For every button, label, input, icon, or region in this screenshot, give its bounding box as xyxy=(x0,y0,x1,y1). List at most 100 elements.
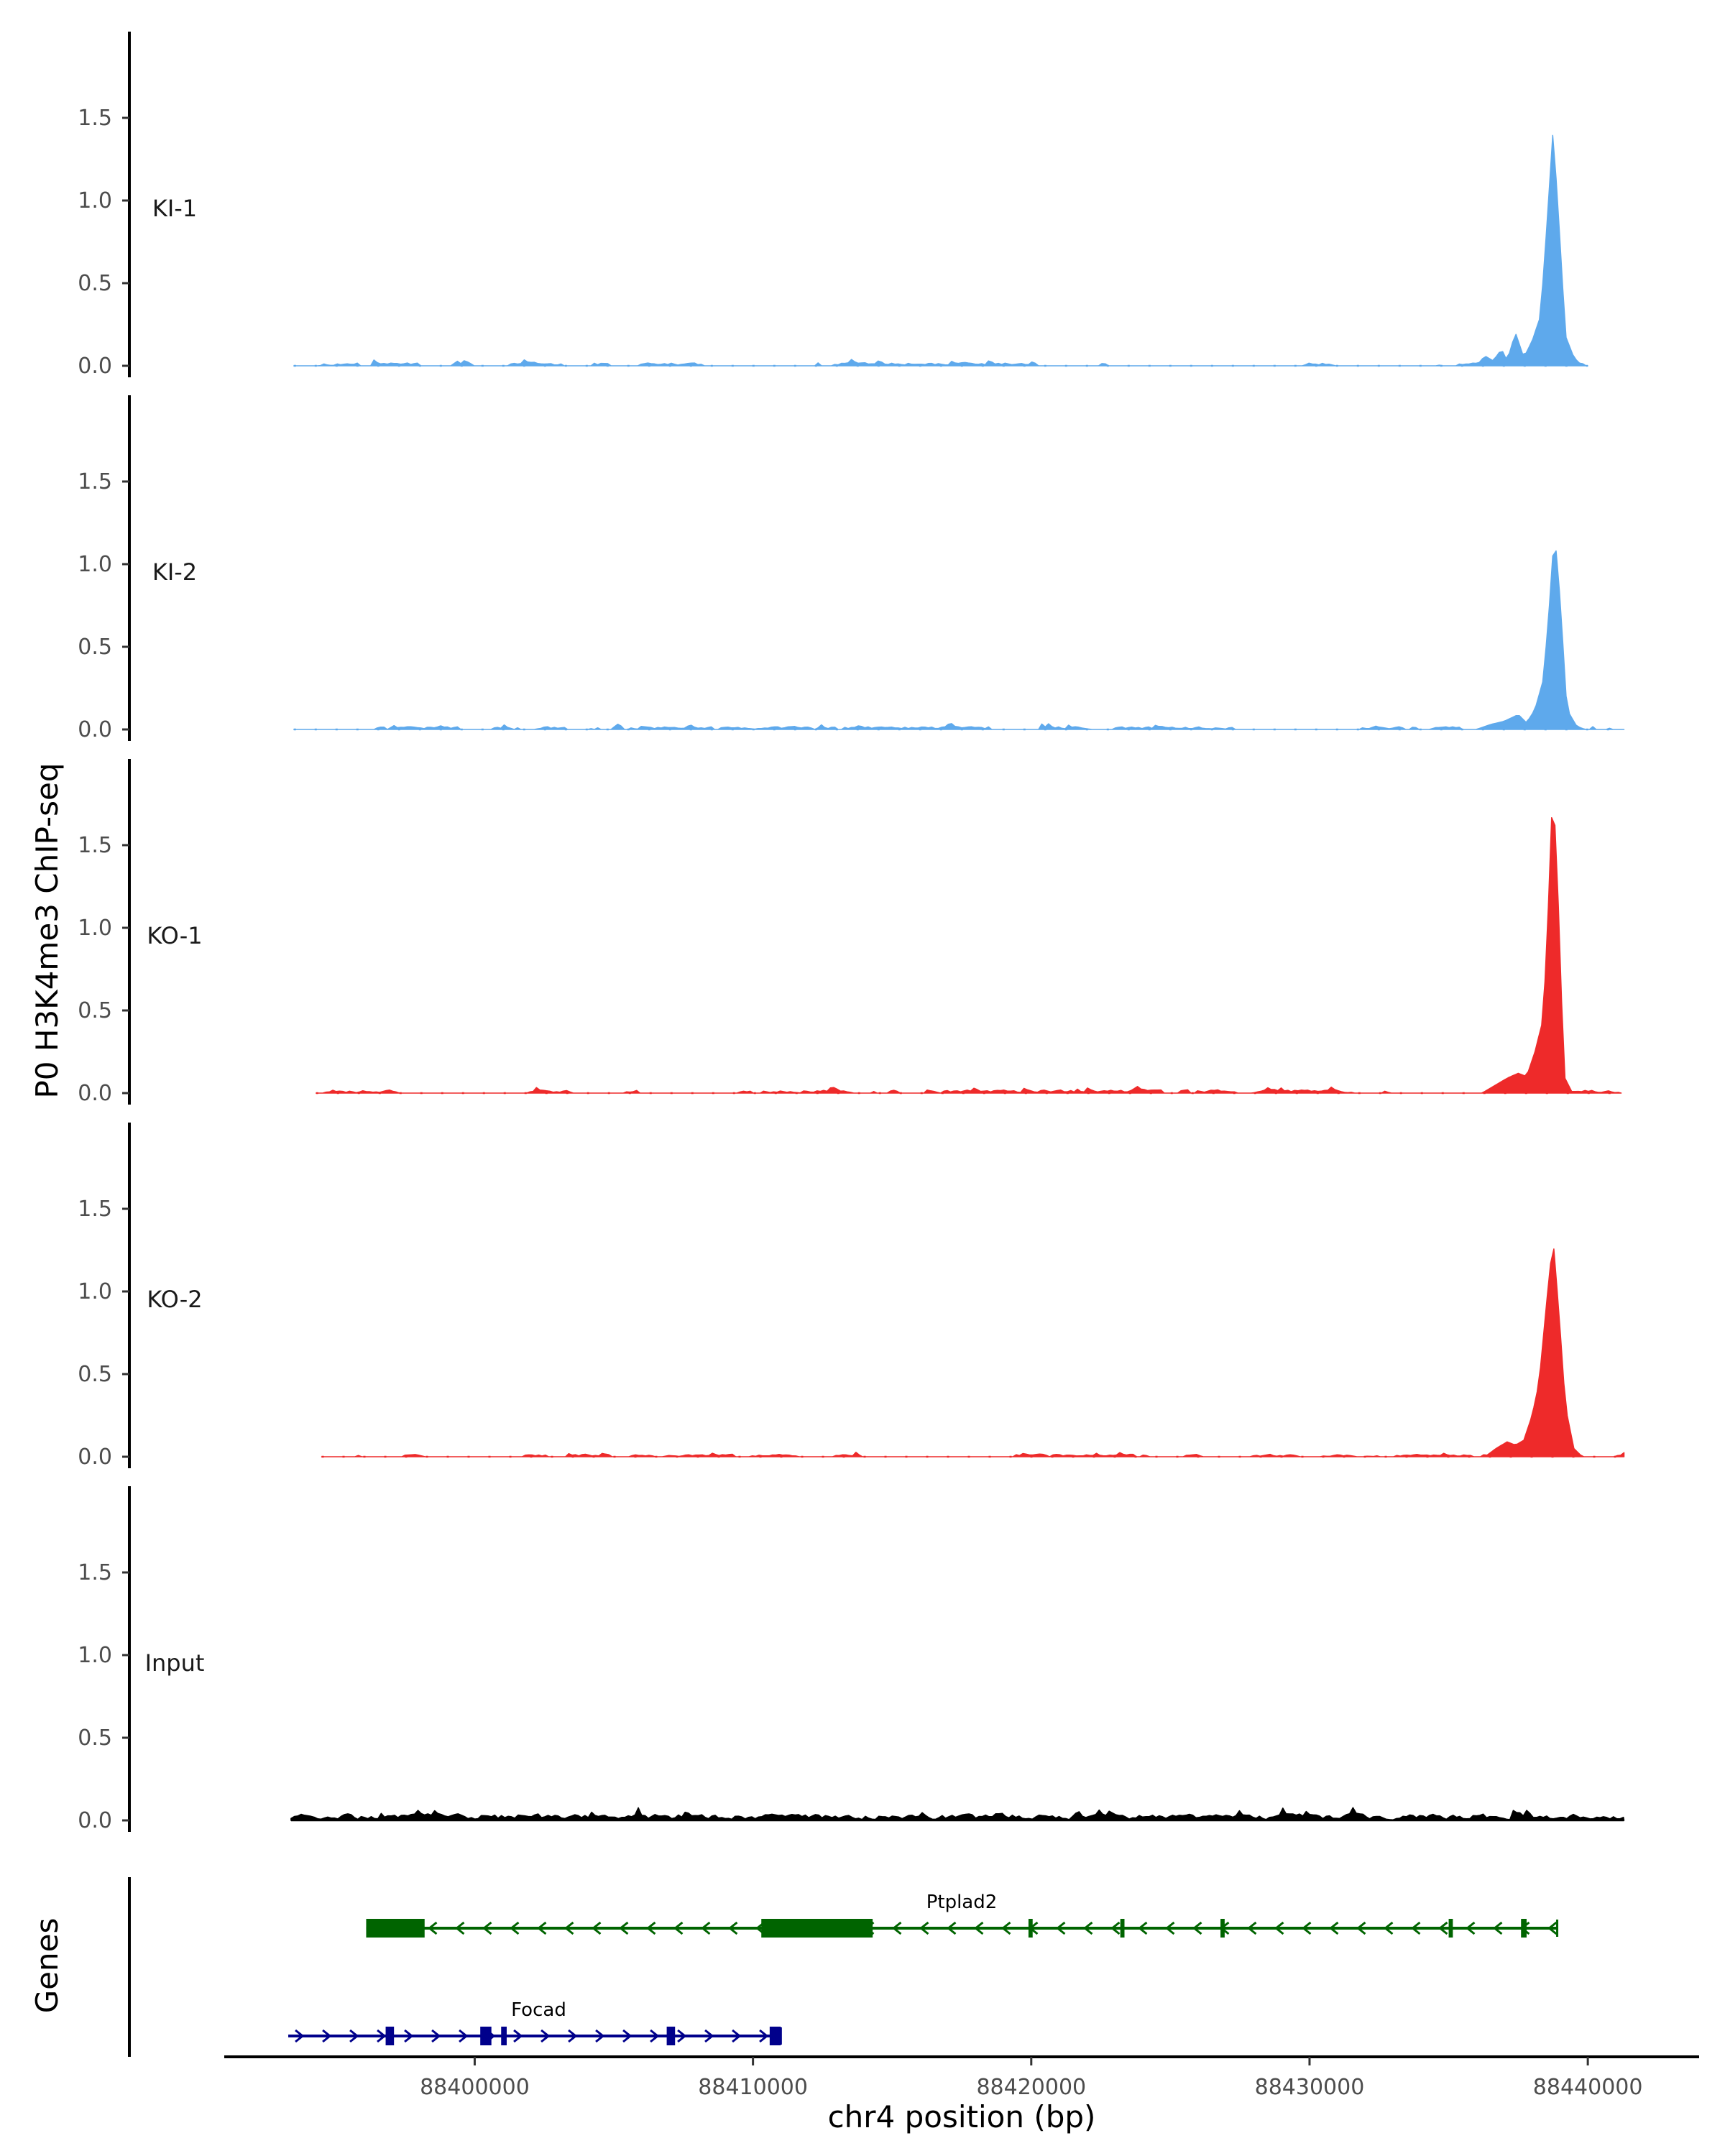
strand-arrow xyxy=(677,2029,687,2043)
strand-arrow xyxy=(513,2029,523,2043)
strand-arrow xyxy=(1274,1921,1284,1935)
strand-arrow xyxy=(1247,1921,1257,1935)
y-tick-label: 0.5 xyxy=(78,998,112,1023)
strand-arrow xyxy=(732,2029,742,2043)
y-tick-label: 0.0 xyxy=(78,717,112,742)
exon xyxy=(1028,1919,1033,1938)
x-tick-label: 88420000 xyxy=(976,2075,1086,2100)
track-input: 0.0 0.5 1.0 1.5 Input xyxy=(78,1486,1625,1833)
strand-arrow xyxy=(1384,1921,1394,1935)
x-tick-label: 88430000 xyxy=(1255,2075,1365,2100)
strand-arrow xyxy=(619,1921,629,1935)
strand-arrow xyxy=(349,2029,359,2043)
y-tick-label: 0.0 xyxy=(78,354,112,379)
strand-arrow xyxy=(1165,1921,1175,1935)
strand-arrow xyxy=(595,2029,605,2043)
exon xyxy=(666,2027,676,2045)
genes-panel: Ptplad2 Focad xyxy=(128,1877,1559,2057)
y-tick-label: 1.0 xyxy=(78,916,112,941)
strand-arrow xyxy=(510,1921,520,1935)
y-tick-label: 1.0 xyxy=(78,552,112,577)
track-label: KO-2 xyxy=(147,1286,202,1313)
y-tick-label: 0.0 xyxy=(78,1808,112,1833)
gene-label: Ptplad2 xyxy=(926,1892,998,1913)
strand-arrow xyxy=(540,2029,551,2043)
strand-arrow xyxy=(947,1921,957,1935)
y-tick-label: 0.0 xyxy=(78,1445,112,1470)
strand-arrow xyxy=(568,2029,578,2043)
y-tick-label: 0.5 xyxy=(78,1726,112,1751)
genes-layer: Ptplad2 Focad xyxy=(128,1877,1559,2057)
signal-area xyxy=(293,134,1588,367)
strand-arrow xyxy=(1466,1921,1476,1935)
exon xyxy=(1521,1919,1527,1938)
x-axis: 88400000 88410000 88420000 88430000 88440000 xyxy=(224,2055,1699,2100)
strand-arrow xyxy=(1056,1921,1066,1935)
strand-arrow xyxy=(919,1921,929,1935)
strand-arrow xyxy=(1192,1921,1202,1935)
x-tick-label: 88410000 xyxy=(698,2075,808,2100)
strand-arrow xyxy=(1356,1921,1366,1935)
exon xyxy=(1448,1919,1453,1938)
x-tick-label: 88440000 xyxy=(1533,2075,1643,2100)
track-label: Input xyxy=(145,1649,205,1677)
track-ko-1: 0.0 0.5 1.0 1.5 KO-1 xyxy=(78,759,1622,1106)
strand-arrow xyxy=(537,1921,547,1935)
y-tick-label: 1.0 xyxy=(78,1643,112,1668)
y-tick-label: 1.5 xyxy=(78,833,112,858)
strand-arrow xyxy=(1083,1921,1093,1935)
y-tick-label: 0.5 xyxy=(78,635,112,660)
strand-arrow xyxy=(322,2029,332,2043)
strand-arrow xyxy=(377,2029,387,2043)
y-tick-label: 1.0 xyxy=(78,188,112,213)
strand-arrow xyxy=(1329,1921,1339,1935)
exon xyxy=(366,1919,425,1938)
strand-arrow xyxy=(673,1921,684,1935)
strand-arrow xyxy=(1547,1921,1558,1935)
y-tick-label: 1.5 xyxy=(78,106,112,131)
strand-arrow xyxy=(701,1921,711,1935)
y-tick-label: 1.0 xyxy=(78,1279,112,1304)
y-tick-label: 1.5 xyxy=(78,1560,112,1585)
y-tick-label: 0.5 xyxy=(78,1362,112,1387)
gene-ptplad2: Ptplad2 xyxy=(366,1892,1559,1938)
signal-area xyxy=(290,1807,1625,1821)
signal-area xyxy=(316,816,1622,1094)
strand-arrow xyxy=(1438,1921,1448,1935)
genes-axis-title: Genes xyxy=(29,1918,65,2014)
track-label: KO-1 xyxy=(147,922,202,949)
y-axis-title: P0 H3K4me3 ChIP-seq xyxy=(29,763,65,1098)
strand-arrow xyxy=(482,1921,492,1935)
strand-arrow xyxy=(704,2029,714,2043)
strand-arrow xyxy=(459,2029,469,2043)
gene-focad: Focad xyxy=(288,1999,782,2045)
strand-arrow xyxy=(592,1921,602,1935)
strand-arrow xyxy=(431,2029,441,2043)
exon xyxy=(761,1919,873,1938)
strand-arrow xyxy=(455,1921,465,1935)
y-tick-label: 0.5 xyxy=(78,271,112,296)
strand-arrow xyxy=(759,2029,769,2043)
exon xyxy=(385,2027,395,2045)
exon xyxy=(501,2027,507,2045)
strand-arrow xyxy=(1001,1921,1011,1935)
exon xyxy=(1120,1919,1125,1938)
strand-arrow xyxy=(564,1921,574,1935)
strand-arrow xyxy=(646,1921,656,1935)
strand-arrow xyxy=(1493,1921,1503,1935)
strand-arrow xyxy=(892,1921,902,1935)
strand-arrow xyxy=(1110,1921,1121,1935)
signal-area xyxy=(321,1248,1625,1457)
strand-arrow xyxy=(650,2029,660,2043)
gene-label: Focad xyxy=(511,1999,566,2021)
track-label: KI-1 xyxy=(152,195,197,222)
x-tick-label: 88400000 xyxy=(420,2075,530,2100)
signal-area xyxy=(293,550,1625,730)
track-label: KI-2 xyxy=(152,558,197,586)
track-ki-2: 0.0 0.5 1.0 1.5 KI-2 xyxy=(78,395,1625,742)
y-tick-label: 0.0 xyxy=(78,1081,112,1106)
strand-arrow xyxy=(622,2029,632,2043)
strand-arrow xyxy=(1302,1921,1312,1935)
